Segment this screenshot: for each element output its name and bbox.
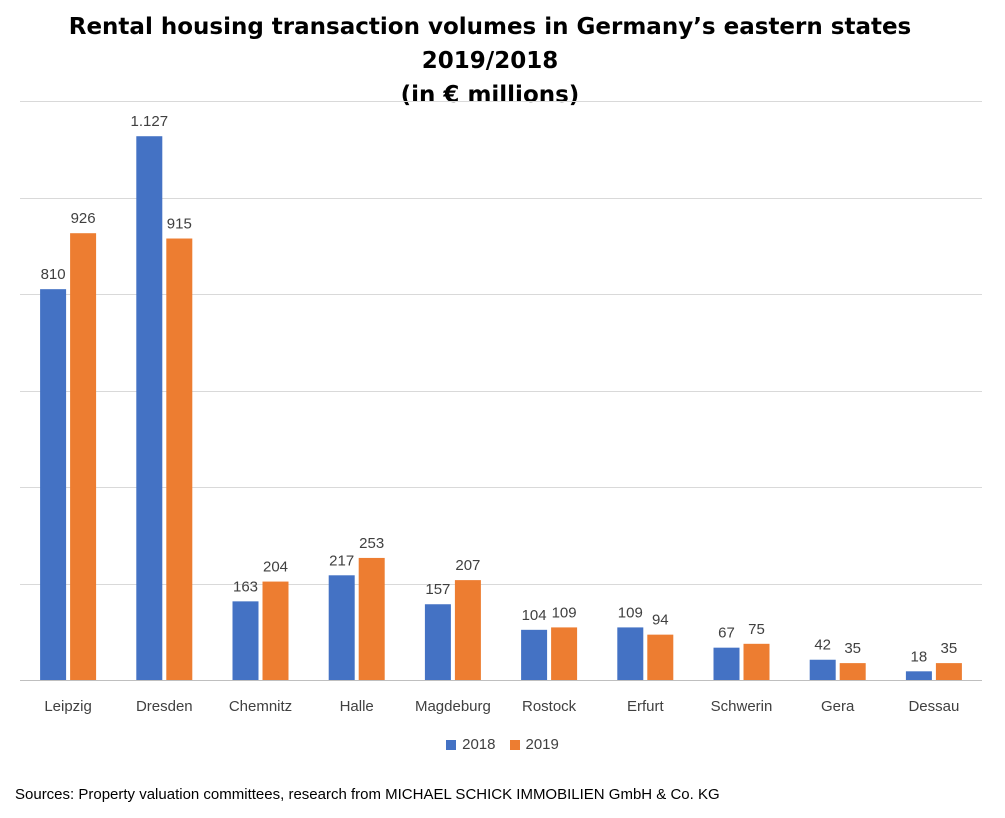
bar-2018-rostock: [521, 629, 548, 680]
bar-2019-schwerin: [743, 643, 770, 680]
data-label-2019-leipzig: 926: [71, 210, 96, 227]
bar-2019-erfurt: [647, 634, 674, 680]
source-note: Sources: Property valuation committees, …: [15, 786, 720, 803]
data-label-2019-dessau: 35: [941, 640, 958, 657]
data-label-2019-dresden: 915: [167, 216, 192, 233]
legend-item-2018: 2018: [446, 736, 496, 753]
x-tick-label-schwerin: Schwerin: [711, 698, 773, 715]
bar-2019-halle: [358, 557, 385, 680]
bar-2019-leipzig: [70, 233, 97, 680]
data-label-2019-rostock: 109: [552, 604, 577, 621]
data-label-2019-schwerin: 75: [748, 621, 765, 638]
legend-swatch-2019: [509, 739, 520, 750]
bar-2019-dessau: [935, 663, 962, 680]
x-tick-label-erfurt: Erfurt: [627, 698, 665, 715]
data-label-2018-halle: 217: [329, 552, 354, 569]
bar-2018-erfurt: [617, 627, 644, 680]
x-tick-label-dessau: Dessau: [908, 698, 959, 715]
data-label-2018-chemnitz: 163: [233, 578, 258, 595]
x-tick-label-magdeburg: Magdeburg: [415, 698, 491, 715]
x-tick-label-chemnitz: Chemnitz: [229, 698, 292, 715]
data-label-2018-rostock: 104: [522, 607, 547, 624]
bar-2018-dessau: [905, 671, 932, 680]
data-label-2018-dessau: 18: [911, 648, 928, 665]
data-label-2018-gera: 42: [814, 637, 831, 654]
data-label-2018-dresden: 1.127: [131, 113, 169, 130]
x-tick-label-rostock: Rostock: [522, 698, 577, 715]
data-label-2019-gera: 35: [844, 640, 861, 657]
legend-label-2019: 2019: [525, 736, 559, 753]
chart-title-line2: (in € millions): [400, 82, 580, 108]
bar-2019-chemnitz: [262, 581, 289, 680]
data-label-2019-magdeburg: 207: [455, 557, 480, 574]
bar-2019-magdeburg: [454, 580, 481, 680]
bar-2019-dresden: [166, 238, 193, 680]
data-label-2019-chemnitz: 204: [263, 559, 288, 576]
chart-title-line1: Rental housing transaction volumes in Ge…: [68, 14, 912, 74]
legend-item-2019: 2019: [509, 736, 559, 753]
chart-legend: 2018 2019: [0, 736, 1005, 753]
legend-label-2018: 2018: [462, 736, 496, 753]
legend-swatch-2018: [446, 739, 457, 750]
bar-chart: 810 926 Leipzig 1.127 915 Dresden 163 204 Chemni…: [20, 101, 982, 715]
x-tick-label-gera: Gera: [821, 698, 855, 715]
bar-2018-halle: [328, 575, 355, 680]
x-tick-label-dresden: Dresden: [136, 698, 193, 715]
x-tick-label-leipzig: Leipzig: [44, 698, 92, 715]
data-label-2018-schwerin: 67: [718, 625, 735, 642]
bar-2019-rostock: [551, 627, 578, 680]
chart-title: Rental housing transaction volumes in Ge…: [0, 10, 980, 112]
x-tick-label-halle: Halle: [340, 698, 374, 715]
data-label-2019-halle: 253: [359, 535, 384, 552]
bar-2019-gera: [839, 663, 866, 680]
data-label-2018-magdeburg: 157: [425, 581, 450, 598]
data-label-2018-leipzig: 810: [41, 266, 66, 283]
bar-2018-chemnitz: [232, 601, 259, 680]
data-label-2019-erfurt: 94: [652, 612, 669, 629]
bar-2018-schwerin: [713, 647, 740, 680]
data-label-2018-erfurt: 109: [618, 604, 643, 621]
bar-2018-gera: [809, 659, 836, 680]
bar-2018-magdeburg: [424, 604, 451, 680]
bar-2018-dresden: [136, 136, 163, 680]
bar-2018-leipzig: [40, 289, 67, 680]
